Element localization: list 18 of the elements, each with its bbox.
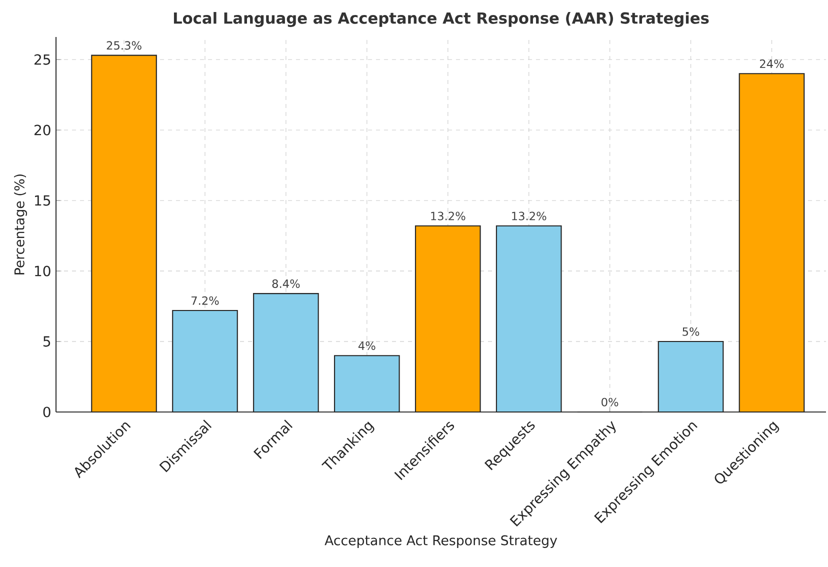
y-tick-label: 15	[35, 195, 50, 206]
y-tick-label: 25	[34, 54, 50, 65]
y-tick-label: 10	[35, 266, 50, 276]
data-label: 25.3%	[106, 41, 142, 50]
data-label: 5%	[682, 327, 700, 336]
y-tick-label: 5	[43, 336, 50, 347]
data-label: 8.4%	[272, 279, 300, 288]
chart-title: Local Language as Acceptance Act Response (AAR) Strategies	[174, 12, 709, 27]
data-label: 13.2%	[431, 212, 466, 220]
data-label: 7.2%	[192, 296, 219, 305]
data-label: 4%	[358, 341, 376, 350]
x-axis-title: Acceptance Act Response Strategy	[324, 535, 558, 548]
data-label: 13.2%	[512, 212, 546, 220]
data-label: 0%	[602, 398, 618, 406]
data-label: 24%	[760, 59, 784, 68]
y-axis-title: Percentage (%)	[14, 174, 28, 274]
y-tick-label: 0	[43, 406, 50, 418]
y-tick-label: 20	[34, 124, 50, 136]
